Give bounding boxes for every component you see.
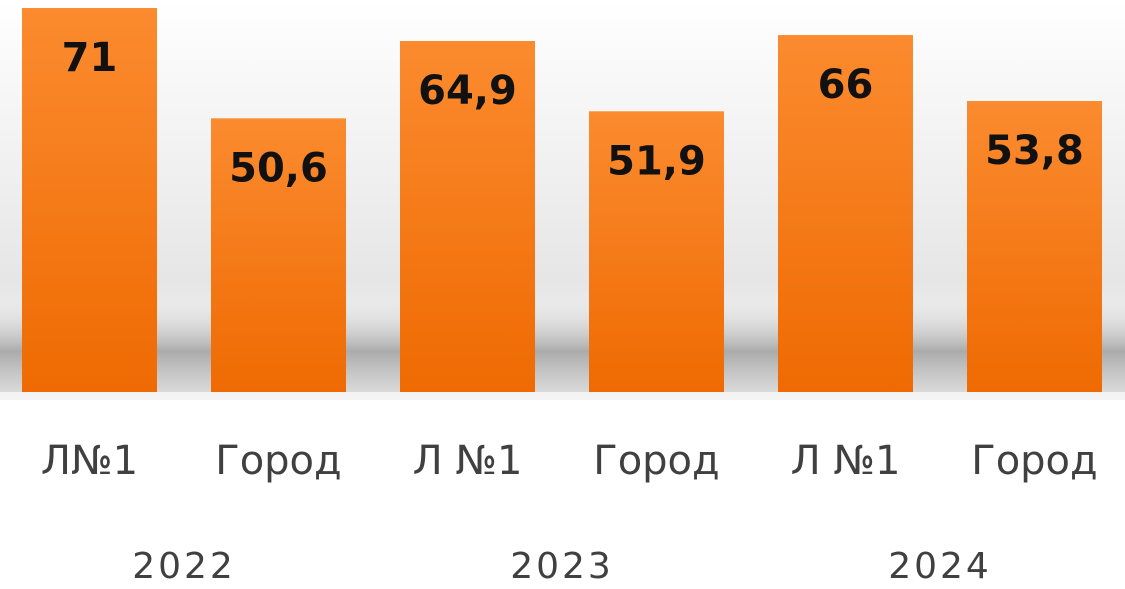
bar — [211, 118, 346, 392]
data-label: 50,6 — [229, 145, 328, 191]
bar — [400, 40, 535, 393]
group-label: 2024 — [888, 546, 992, 587]
bar — [589, 111, 724, 393]
group-label: 2022 — [132, 546, 236, 587]
x-tick-label: Л №1 — [413, 438, 523, 484]
x-tick-label: Город — [593, 438, 719, 484]
x-tick-label: Л №1 — [791, 438, 901, 484]
bar — [22, 8, 157, 392]
data-label: 53,8 — [985, 128, 1084, 174]
x-tick-label: Город — [971, 438, 1097, 484]
floor-shadow — [0, 290, 1125, 392]
x-tick-label: Город — [215, 438, 341, 484]
data-label: 71 — [62, 35, 118, 81]
data-label: 64,9 — [418, 68, 517, 114]
x-tick-label: Л№1 — [41, 438, 138, 484]
data-label: 66 — [818, 62, 874, 108]
bar — [967, 101, 1102, 392]
data-label: 51,9 — [607, 138, 706, 184]
bar — [778, 35, 913, 392]
group-label: 2023 — [510, 546, 614, 587]
